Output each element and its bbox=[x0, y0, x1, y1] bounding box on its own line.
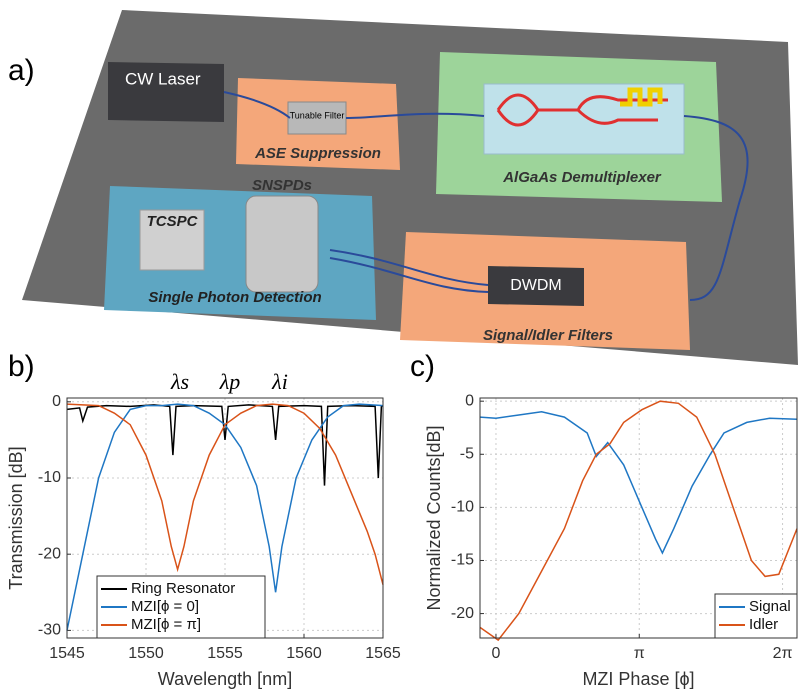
label: TCSPC bbox=[147, 213, 199, 230]
x-axis-label: Wavelength [nm] bbox=[158, 669, 292, 689]
axes-frame bbox=[479, 397, 798, 639]
y-axis-label: Transmission [dB] bbox=[6, 446, 26, 589]
y-tick-label: 0 bbox=[52, 393, 61, 410]
legend-label: MZI[ϕ = π] bbox=[131, 616, 201, 633]
heater bbox=[620, 87, 663, 107]
legend-label: Signal bbox=[749, 598, 791, 615]
label: CW Laser bbox=[125, 69, 201, 88]
line bbox=[479, 411, 798, 555]
label: Signal/Idler Filters bbox=[483, 327, 613, 344]
label: Tunable Filter bbox=[290, 110, 345, 120]
line bbox=[66, 403, 384, 585]
y-tick-label: -15 bbox=[451, 552, 474, 569]
y-tick-label: -10 bbox=[451, 499, 474, 516]
label: Single Photon Detection bbox=[148, 289, 321, 306]
label: ASE Suppression bbox=[254, 145, 381, 162]
x-tick-label: 0 bbox=[492, 645, 501, 662]
x-tick-label: 1545 bbox=[49, 645, 85, 662]
y-tick-label: -30 bbox=[38, 622, 61, 639]
panel-label: a) bbox=[8, 54, 35, 87]
legend-label: MZI[ϕ = 0] bbox=[131, 598, 199, 615]
legend-label: Ring Resonator bbox=[131, 580, 235, 597]
annotation: λs bbox=[170, 369, 189, 394]
legend-label: Idler bbox=[749, 616, 778, 633]
legend-box bbox=[714, 593, 798, 639]
dwdm-box bbox=[488, 266, 584, 306]
y-tick-label: -10 bbox=[38, 469, 61, 486]
panel-label: c) bbox=[410, 350, 435, 383]
annotation: λi bbox=[271, 369, 288, 394]
x-tick-label: 1550 bbox=[128, 645, 164, 662]
x-axis-label: MZI Phase [ϕ] bbox=[582, 669, 694, 689]
y-axis-label: Normalized Counts[dB] bbox=[424, 425, 444, 610]
filter-box bbox=[287, 101, 347, 135]
panel-label: b) bbox=[8, 350, 35, 383]
x-tick-label: π bbox=[634, 645, 645, 662]
tcspc-box bbox=[139, 209, 205, 271]
waveguide bbox=[496, 93, 668, 127]
label: AlGaAs Demultiplexer bbox=[502, 169, 662, 186]
y-tick-label: -20 bbox=[451, 605, 474, 622]
label: DWDM bbox=[510, 277, 562, 294]
y-tick-label: -5 bbox=[460, 446, 474, 463]
line bbox=[479, 400, 798, 642]
x-tick-label: 1560 bbox=[286, 645, 322, 662]
fiber bbox=[223, 91, 749, 301]
cryostat bbox=[245, 195, 319, 293]
diagram: CW Laser Tunable Filter ASE Suppression … bbox=[22, 10, 798, 365]
cw-laser-box bbox=[108, 62, 224, 122]
y-tick-label: -20 bbox=[38, 545, 61, 562]
x-tick-label: 1555 bbox=[207, 645, 243, 662]
x-tick-label: 1565 bbox=[365, 645, 401, 662]
x-tick-label: 2π bbox=[773, 645, 793, 662]
label: SNSPDs bbox=[252, 177, 312, 194]
y-tick-label: 0 bbox=[465, 392, 474, 409]
annotation: λp bbox=[219, 369, 241, 394]
